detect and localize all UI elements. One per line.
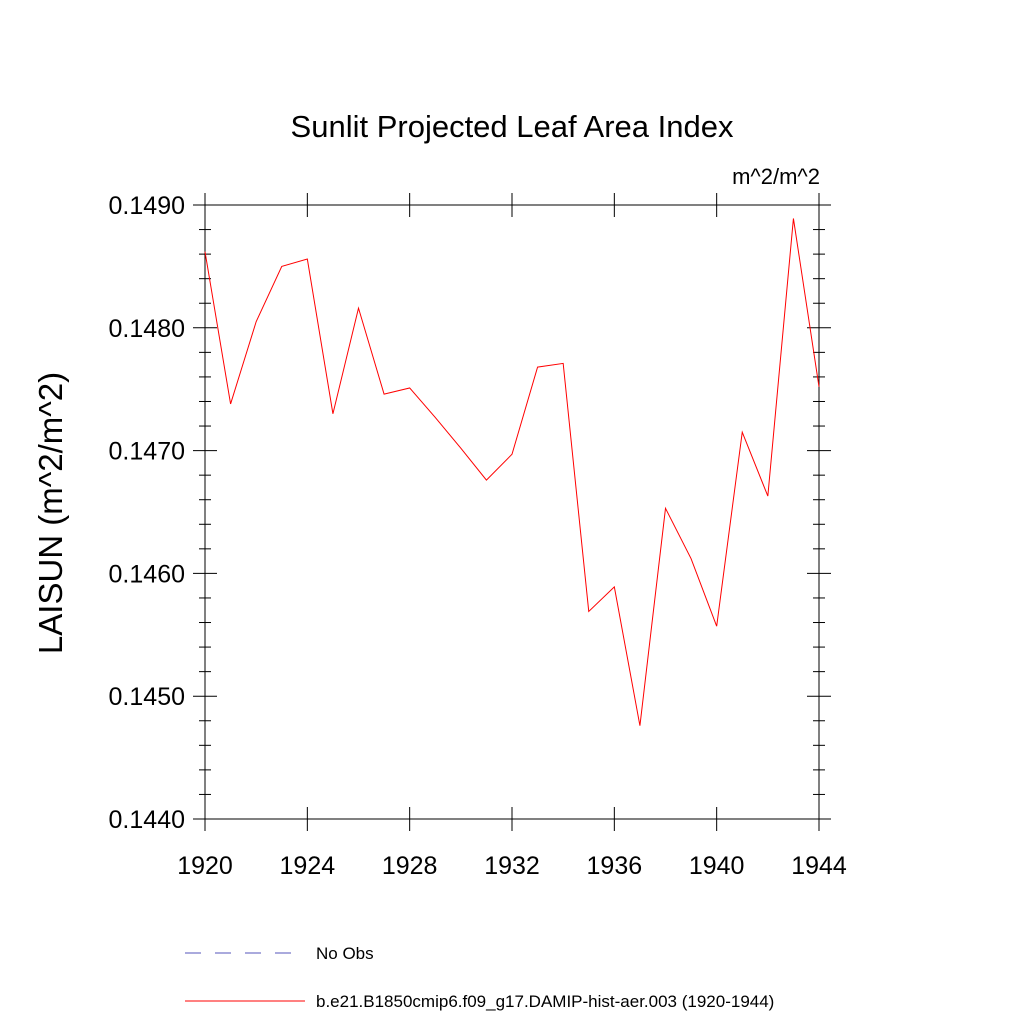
series-line — [204, 218, 820, 726]
x-tick-label: 1932 — [484, 852, 540, 880]
x-tick-label: 1920 — [177, 852, 233, 880]
y-axis-label: LAISUN (m^2/m^2) — [32, 372, 69, 654]
plot-frame — [204, 204, 820, 820]
y-tick-label: 0.1460 — [109, 560, 185, 588]
y-tick-label: 0.1450 — [109, 683, 185, 711]
series-layer — [204, 218, 820, 726]
x-tick-label: 1944 — [791, 852, 847, 880]
y-tick-label: 0.1490 — [109, 192, 185, 220]
legend: No Obs b.e21.B1850cmip6.f09_g17.DAMIP-his… — [185, 944, 774, 1011]
legend-label: No Obs — [316, 944, 374, 963]
units-label: m^2/m^2 — [732, 164, 820, 189]
x-tick-label: 1924 — [280, 852, 336, 880]
x-tick-label: 1940 — [689, 852, 745, 880]
y-tick-label: 0.1480 — [109, 315, 185, 343]
chart-title: Sunlit Projected Leaf Area Index — [291, 109, 734, 144]
legend-label: b.e21.B1850cmip6.f09_g17.DAMIP-hist-aer.… — [316, 992, 774, 1011]
axis-ticks: 0.1440 0.1450 0.1460 0.1470 0.1480 0.1490 1920… — [109, 192, 847, 880]
y-tick-label: 0.1470 — [109, 438, 185, 466]
x-tick-label: 1936 — [587, 852, 643, 880]
x-tick-label: 1928 — [382, 852, 438, 880]
y-tick-label: 0.1440 — [109, 806, 185, 834]
